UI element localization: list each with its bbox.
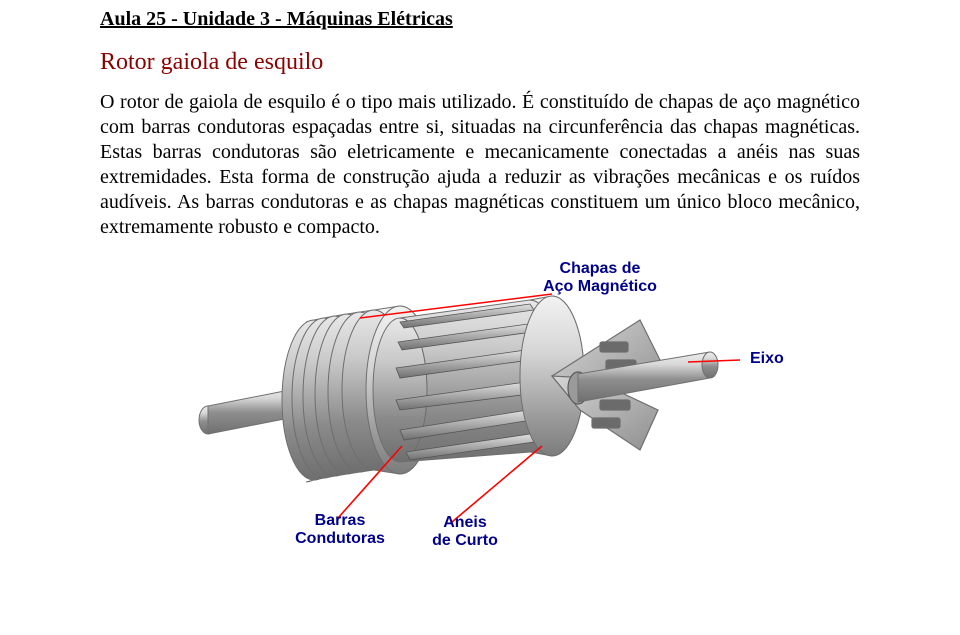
section-title: Rotor gaiola de esquilo: [100, 49, 860, 76]
label-eixo: Eixo: [750, 350, 784, 368]
rotor-illustration: [100, 260, 860, 550]
rotor-figure: Chapas de Aço Magnético Eixo Barras Cond…: [100, 260, 860, 550]
label-chapas: Chapas de Aço Magnético: [520, 260, 680, 295]
label-barras: Barras Condutoras: [280, 512, 400, 547]
body-paragraph: O rotor de gaiola de esquilo é o tipo ma…: [100, 90, 860, 240]
lesson-header: Aula 25 - Unidade 3 - Máquinas Elétricas: [100, 8, 860, 31]
label-aneis: Aneis de Curto: [410, 514, 520, 549]
